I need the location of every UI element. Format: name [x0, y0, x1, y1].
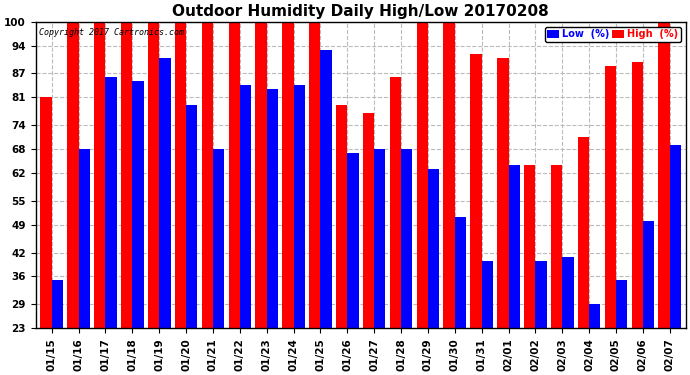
Bar	[374, 149, 386, 328]
Bar	[390, 78, 401, 328]
Bar	[482, 261, 493, 328]
Bar	[201, 22, 213, 328]
Bar	[255, 22, 267, 328]
Bar	[68, 22, 79, 328]
Bar	[417, 22, 428, 328]
Bar	[578, 137, 589, 328]
Text: Copyright 2017 Cartronics.com: Copyright 2017 Cartronics.com	[39, 28, 184, 37]
Bar	[213, 149, 224, 328]
Bar	[52, 280, 63, 328]
Legend: Low  (%), High  (%): Low (%), High (%)	[544, 27, 681, 42]
Bar	[670, 145, 681, 328]
Bar	[428, 169, 440, 328]
Bar	[106, 78, 117, 328]
Bar	[524, 165, 535, 328]
Bar	[159, 57, 170, 328]
Bar	[41, 98, 52, 328]
Bar	[347, 153, 359, 328]
Title: Outdoor Humidity Daily High/Low 20170208: Outdoor Humidity Daily High/Low 20170208	[172, 4, 549, 19]
Bar	[293, 86, 305, 328]
Bar	[267, 89, 278, 328]
Bar	[631, 62, 643, 328]
Bar	[79, 149, 90, 328]
Bar	[95, 22, 106, 328]
Bar	[497, 57, 509, 328]
Bar	[336, 105, 347, 328]
Bar	[471, 54, 482, 328]
Bar	[643, 221, 654, 328]
Bar	[562, 256, 573, 328]
Bar	[240, 86, 251, 328]
Bar	[604, 66, 616, 328]
Bar	[148, 22, 159, 328]
Bar	[535, 261, 546, 328]
Bar	[186, 105, 197, 328]
Bar	[228, 22, 240, 328]
Bar	[455, 217, 466, 328]
Bar	[444, 22, 455, 328]
Bar	[320, 50, 332, 328]
Bar	[175, 22, 186, 328]
Bar	[589, 304, 600, 328]
Bar	[363, 113, 374, 328]
Bar	[616, 280, 627, 328]
Bar	[401, 149, 413, 328]
Bar	[309, 22, 320, 328]
Bar	[121, 22, 132, 328]
Bar	[282, 22, 293, 328]
Bar	[658, 22, 670, 328]
Bar	[509, 165, 520, 328]
Bar	[132, 81, 144, 328]
Bar	[551, 165, 562, 328]
